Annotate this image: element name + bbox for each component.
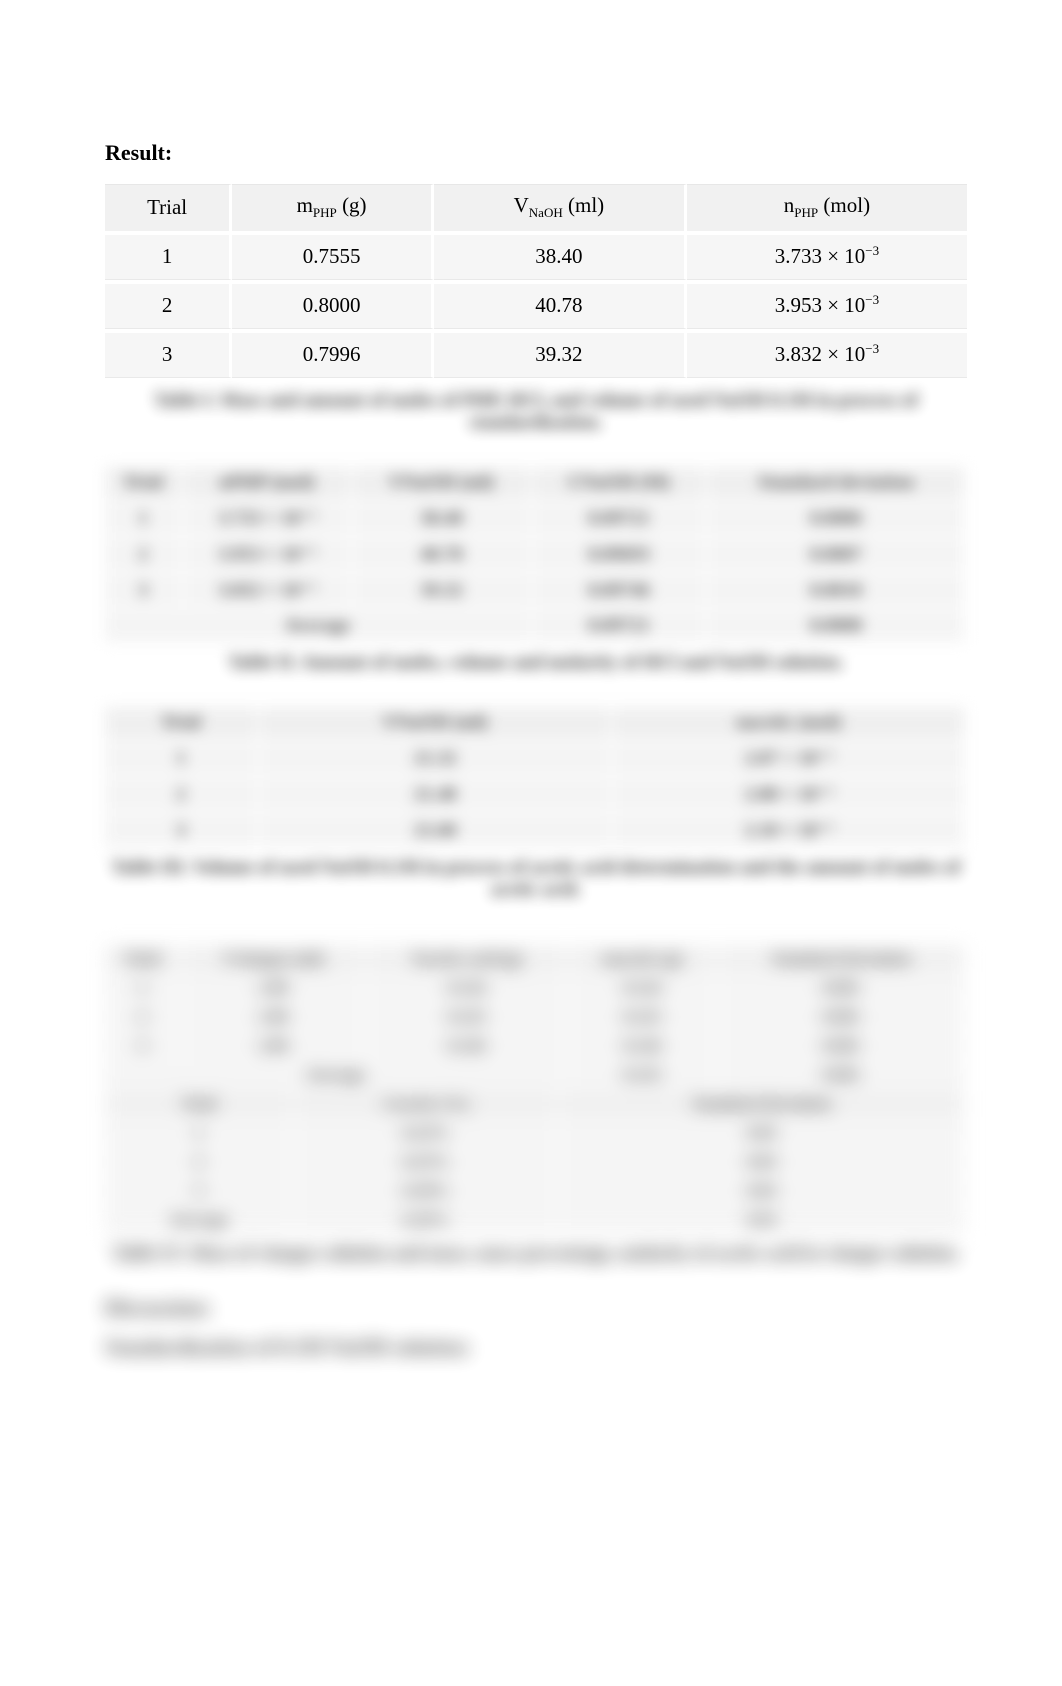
table-3: Trial VNaOH (ml) nacetic (mol) 1 21.32 2… xyxy=(105,704,967,847)
table-row: 3 3.832 × 10⁻³ 39.32 0.09746 0.0010 xyxy=(105,571,967,607)
table-row: 2 0.8000 40.78 3.953 × 10−3 xyxy=(105,280,967,329)
cell-v: 40.78 xyxy=(434,280,687,329)
table-row: 1 2.00 0.124 0.124 0.001 xyxy=(105,972,967,1001)
cell-v: 39.32 xyxy=(434,329,687,378)
cell-trial: 1 xyxy=(105,231,232,280)
table-row: 1 21.32 2.07 × 10⁻³ xyxy=(105,739,967,775)
table-2: Trial nPHP (mol) VNaOH (ml) CNaOH (M) St… xyxy=(105,464,967,642)
table-row-footer: Average 6.26% 0.03 xyxy=(105,1204,967,1233)
cell-m: 0.8000 xyxy=(232,280,434,329)
t1-h-mphp: mPHP (g) xyxy=(232,184,434,231)
table-row: 3 21.60 2.10 × 10⁻³ xyxy=(105,811,967,847)
table-1-caption: Table I. Mass and amount of moles of PHP… xyxy=(105,390,967,434)
table-3-caption: Table III. Volume of used NaOH 0.1M in p… xyxy=(105,857,967,901)
blurred-region: Table I. Mass and amount of moles of PHP… xyxy=(105,390,967,931)
table-row: 3 2.00 0.126 0.126 0.001 xyxy=(105,1030,967,1059)
table-row: 2 21.48 2.08 × 10⁻³ xyxy=(105,775,967,811)
cell-trial: 2 xyxy=(105,280,232,329)
table-row: 2 2.00 0.125 0.125 0.001 xyxy=(105,1001,967,1030)
t2h2: VNaOH (ml) xyxy=(353,464,533,499)
t1-h-vnaoh: VNaOH (ml) xyxy=(434,184,687,231)
table-row: 1 0.7555 38.40 3.733 × 10−3 xyxy=(105,231,967,280)
t2h1: nPHP (mol) xyxy=(184,464,353,499)
table-4-caption: Table IV. Mass of vinegar solution and m… xyxy=(105,1243,967,1265)
cell-m: 0.7555 xyxy=(232,231,434,280)
t1-h-nphp: nPHP (mol) xyxy=(687,184,967,231)
t1-h-trial: Trial xyxy=(105,184,232,231)
blurred-region-heavy: Trial Vvinegar (ml) Vacetic acid (g) mac… xyxy=(105,943,967,1360)
t2h4: Standard deviation xyxy=(708,464,967,499)
t2h0: Trial xyxy=(105,464,184,499)
cell-m: 0.7996 xyxy=(232,329,434,378)
cell-n: 3.733 × 10−3 xyxy=(687,231,967,280)
table-2-caption: Table II. Amount of moles, volume and mo… xyxy=(105,652,967,674)
table-row: 3 0.7996 39.32 3.832 × 10−3 xyxy=(105,329,967,378)
table-row-footer: Average 0.125 0.001 xyxy=(105,1059,967,1088)
table-row: 2 6.25% 0.03 xyxy=(105,1146,967,1175)
discussion-heading: Discussion: xyxy=(105,1295,967,1321)
cell-n: 3.953 × 10−3 xyxy=(687,280,967,329)
cell-v: 38.40 xyxy=(434,231,687,280)
discussion-line: Standardization of 0.1M NaOH solution: xyxy=(105,1335,967,1360)
table-4a: Trial Vvinegar (ml) Vacetic acid (g) mac… xyxy=(105,943,967,1088)
table-row: 1 3.733 × 10⁻³ 38.40 0.09721 0.0006 xyxy=(105,499,967,535)
table-row: 2 3.953 × 10⁻³ 40.78 0.09693 0.0007 xyxy=(105,535,967,571)
cell-n: 3.832 × 10−3 xyxy=(687,329,967,378)
cell-trial: 3 xyxy=(105,329,232,378)
table-1: Trial mPHP (g) VNaOH (ml) nPHP (mol) 1 0… xyxy=(105,184,967,378)
table-row: 3 6.30% 0.03 xyxy=(105,1175,967,1204)
table-4b: Trial Cacetic (%) Standard deviation 1 6… xyxy=(105,1088,967,1233)
t2h3: CNaOH (M) xyxy=(533,464,708,499)
table-row: 1 6.22% 0.03 xyxy=(105,1117,967,1146)
table-row-footer: Average 0.09721 0.0008 xyxy=(105,607,967,642)
result-heading: Result: xyxy=(105,140,967,166)
